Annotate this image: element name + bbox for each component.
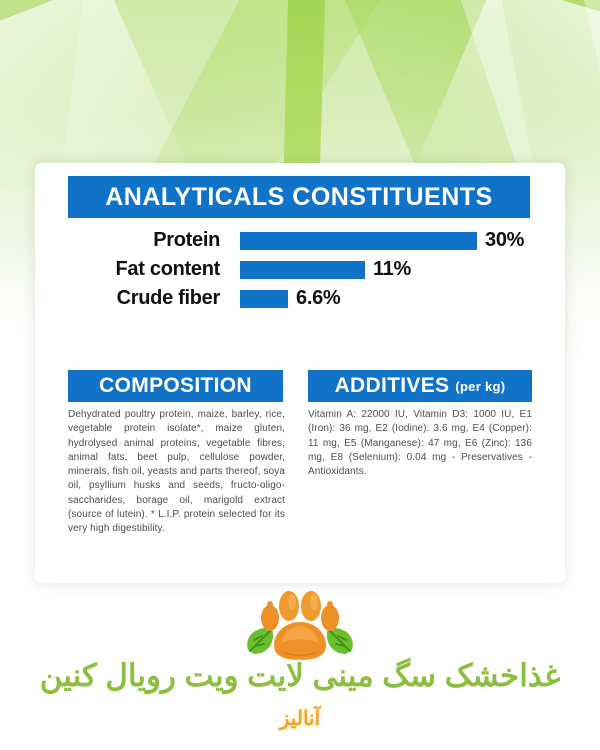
analyticals-bar-chart: Protein 30% Fat content 11% Crude fiber … — [35, 226, 565, 313]
fiber-bar — [240, 289, 288, 308]
bar-label: Protein — [153, 229, 220, 251]
bar-value: 6.6% — [296, 287, 341, 309]
bar-value: 11% — [373, 258, 412, 280]
protein-bar — [240, 231, 477, 250]
bar-label: Crude fiber — [116, 287, 221, 309]
chart-row-fiber: Crude fiber 6.6% — [35, 284, 565, 313]
bar-label: Fat content — [115, 258, 221, 280]
additives-header-suffix: (per kg) — [455, 378, 506, 394]
chart-row-fat: Fat content 11% — [35, 255, 565, 284]
analysis-label-persian: آنالیز — [279, 708, 321, 730]
additives-body: Vitamin A: 22000 IU, Vitamin D3: 1000 IU… — [308, 409, 532, 478]
additives-header: ADDITIVES (per kg) — [308, 370, 532, 402]
paw-leaf-logo — [240, 588, 360, 668]
composition-header: COMPOSITION — [68, 370, 283, 402]
leaf-right — [326, 627, 353, 654]
analyticals-header: ANALYTICALS CONSTITUENTS — [68, 176, 530, 218]
additives-header-label: ADDITIVES — [334, 374, 450, 397]
product-title-persian: غذاخشک سگ مینی لایت ویت رویال کنین — [39, 658, 561, 693]
fat-bar — [240, 260, 365, 279]
chart-row-protein: Protein 30% — [35, 226, 565, 255]
leaf-left — [247, 627, 274, 654]
composition-body: Dehydrated poultry protein, maize, barle… — [68, 409, 285, 535]
paw-icon — [247, 591, 353, 660]
bar-value: 30% — [485, 229, 525, 251]
nutrition-card: ANALYTICALS CONSTITUENTS Protein 30% Fat… — [35, 163, 565, 583]
